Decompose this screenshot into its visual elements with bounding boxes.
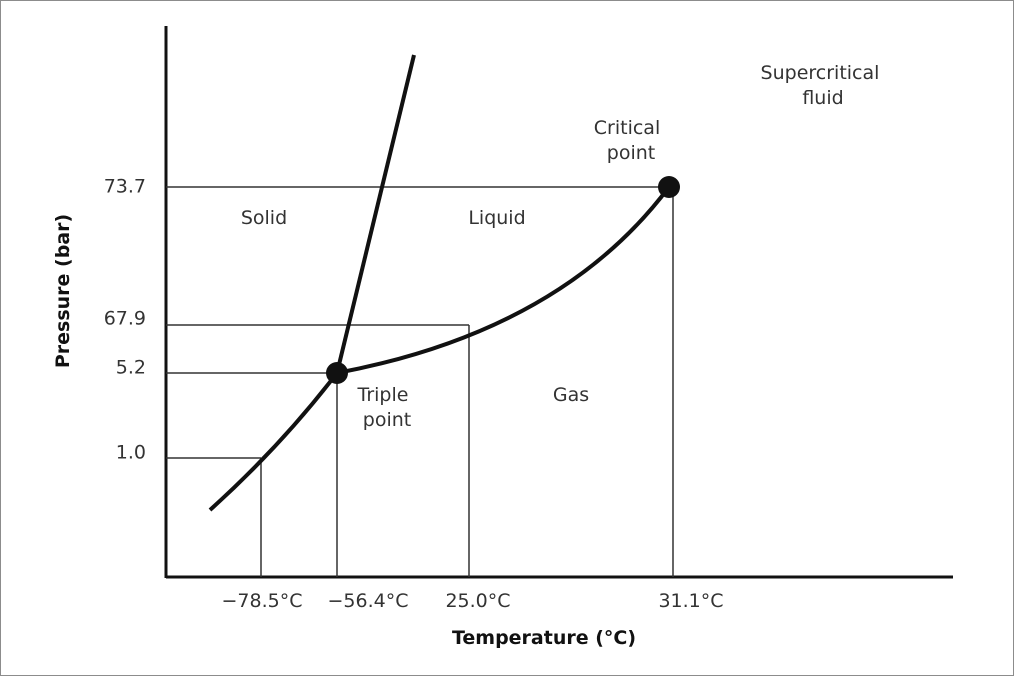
y-tick-67-9: 67.9 [104, 308, 146, 330]
region-solid: Solid [241, 207, 287, 229]
vaporization-curve [336, 185, 671, 375]
triple-point-label-2: point [363, 409, 411, 431]
x-tick-25-0: 25.0°C [445, 590, 510, 612]
x-tick-78-5: −78.5°C [222, 590, 303, 612]
region-gas: Gas [553, 384, 589, 406]
triple-point-marker [326, 362, 348, 384]
y-tick-1-0: 1.0 [116, 442, 146, 464]
triple-point-label: Triple [357, 384, 409, 406]
x-axis-title: Temperature (°C) [452, 627, 636, 649]
region-supercritical: Supercritical [761, 62, 880, 84]
melting-curve [335, 54, 416, 374]
critical-point-marker [658, 176, 680, 198]
y-tick-5-2: 5.2 [116, 357, 146, 379]
y-axis-title: Pressure (bar) [52, 214, 74, 368]
critical-point-label: Critical [594, 117, 660, 139]
region-supercritical-fluid: fluid [802, 87, 843, 109]
x-tick-31-1: 31.1°C [658, 590, 723, 612]
x-tick-56-4: −56.4°C [328, 590, 409, 612]
critical-point-label-2: point [607, 142, 655, 164]
region-liquid: Liquid [468, 207, 525, 229]
sublimation-curve [208, 371, 339, 512]
y-tick-73-7: 73.7 [104, 176, 146, 198]
